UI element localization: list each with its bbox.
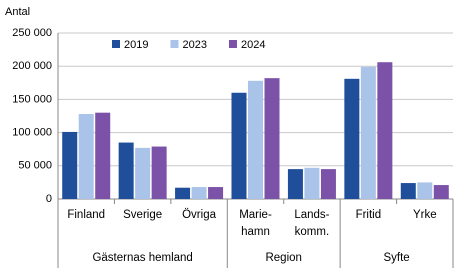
- y-axis-label: Antal: [5, 6, 30, 18]
- legend-label: 2024: [241, 39, 265, 51]
- bar: [417, 182, 433, 199]
- x-tick-label: Sverige: [123, 209, 163, 221]
- bar: [433, 185, 449, 199]
- bar: [287, 169, 303, 199]
- bar: [118, 142, 134, 199]
- x-tick-label: Yrke: [412, 209, 437, 221]
- bar: [191, 187, 207, 199]
- x-tick-label: Fritid: [355, 209, 382, 221]
- y-tick-label: 50 000: [18, 160, 52, 172]
- x-tick-label: Marie- hamn: [239, 209, 272, 238]
- bar: [208, 187, 224, 199]
- bar: [304, 167, 320, 199]
- bar: [360, 66, 376, 199]
- bar: [248, 80, 263, 199]
- legend-label: 2023: [182, 39, 206, 51]
- bar: [95, 112, 111, 199]
- legend-swatch: [170, 40, 179, 48]
- bar: [175, 187, 191, 199]
- group-label: Syfte: [383, 252, 410, 264]
- group-label: Region: [265, 252, 302, 264]
- y-tick-label: 100 000: [12, 127, 52, 139]
- bar: [151, 146, 167, 199]
- bar: [78, 114, 94, 199]
- bar: [377, 62, 393, 199]
- x-tick-label: Finland: [67, 209, 106, 221]
- x-tick-label: Övriga: [182, 209, 216, 221]
- bar: [62, 131, 78, 199]
- legend-swatch: [228, 40, 237, 48]
- bar: [344, 78, 360, 199]
- bar: [135, 147, 151, 199]
- bar: [320, 169, 336, 199]
- y-tick-label: 0: [46, 193, 52, 205]
- y-tick-label: 250 000: [12, 27, 52, 39]
- x-tick-label: Lands- komm.: [294, 209, 330, 238]
- legend-label: 2019: [124, 39, 148, 51]
- bar: [231, 92, 247, 199]
- group-label: Gästernas hemland: [92, 252, 193, 264]
- bar: [400, 183, 416, 199]
- y-tick-label: 150 000: [12, 93, 52, 105]
- legend-swatch: [112, 40, 120, 48]
- y-tick-label: 200 000: [12, 60, 52, 72]
- bar: [264, 78, 280, 199]
